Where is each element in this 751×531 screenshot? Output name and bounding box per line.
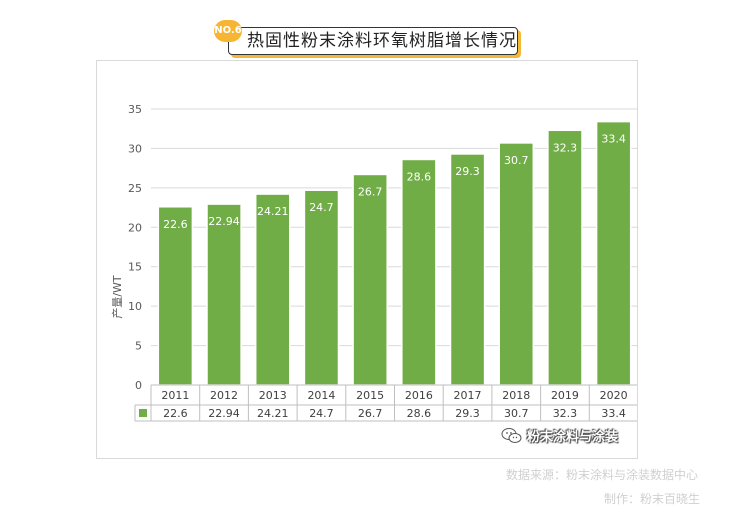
chart-frame: 0 5 10 15 20 25 30 35 产量/WT 22.6 22.94 24.21 24.7 26.… xyxy=(96,60,638,459)
table-value-cell: 22.6 xyxy=(163,407,188,420)
number-badge: NO.6 xyxy=(214,20,242,42)
table-value-cell: 26.7 xyxy=(358,407,383,420)
x-tick-label: 2014 xyxy=(307,389,335,402)
data-source: 数据来源：粉末涂料与涂装数据中心 xyxy=(506,468,699,482)
y-tick-label: 0 xyxy=(135,379,142,392)
y-tick-label: 10 xyxy=(128,300,142,313)
wechat-icon xyxy=(501,427,522,443)
table-value-cell: 33.4 xyxy=(601,407,626,420)
table-value-cell: 29.3 xyxy=(455,407,480,420)
x-tick-label: 2016 xyxy=(405,389,433,402)
bar-value-label: 33.4 xyxy=(601,133,626,146)
y-tick-label: 35 xyxy=(128,103,142,116)
x-tick-label: 2011 xyxy=(161,389,189,402)
bar-value-label: 32.3 xyxy=(553,141,578,154)
bar xyxy=(303,189,340,386)
bar xyxy=(498,142,535,386)
bar-value-label: 28.6 xyxy=(407,170,432,183)
bar-chart: 0 5 10 15 20 25 30 35 产量/WT 22.6 22.94 24.21 24.7 26.… xyxy=(110,103,637,422)
chart-title-badge: 热固性粉末涂料环氧树脂增长情况 NO.6 xyxy=(214,20,520,58)
x-tick-label: 2019 xyxy=(551,389,579,402)
y-axis-title: 产量/WT xyxy=(110,275,124,319)
legend-key xyxy=(139,409,147,417)
watermark-text: 粉末涂料与涂装 xyxy=(527,430,619,445)
y-tick-label: 5 xyxy=(135,340,142,353)
chart-title: 热固性粉末涂料环氧树脂增长情况 xyxy=(247,31,517,51)
bar xyxy=(595,120,632,386)
x-tick-label: 2017 xyxy=(454,389,482,402)
watermark: 粉末涂料与涂装 xyxy=(501,426,618,445)
y-tick-label: 30 xyxy=(128,142,142,155)
table-value-cell: 32.3 xyxy=(553,407,578,420)
bar-value-label: 26.7 xyxy=(358,185,383,198)
bar xyxy=(449,153,486,386)
x-tick-label: 2018 xyxy=(502,389,530,402)
x-tick-label: 2015 xyxy=(356,389,384,402)
bar-value-label: 22.6 xyxy=(163,218,188,231)
title-box: 热固性粉末涂料环氧树脂增长情况 xyxy=(228,27,518,55)
bar-value-label: 24.7 xyxy=(309,201,334,214)
bar-value-label: 22.94 xyxy=(208,215,240,228)
bar xyxy=(254,193,291,386)
bar xyxy=(547,129,583,386)
table-value-cell: 22.94 xyxy=(208,407,240,420)
table-value-cell: 28.6 xyxy=(407,407,432,420)
x-tick-label: 2013 xyxy=(259,389,287,402)
bar-value-label: 29.3 xyxy=(455,165,480,178)
bar xyxy=(401,158,437,386)
maker-credit: 制作：粉末百晓生 xyxy=(604,492,701,506)
bar xyxy=(157,206,194,386)
table-value-cell: 24.21 xyxy=(257,407,289,420)
y-tick-label: 15 xyxy=(128,261,142,274)
bar-value-label: 30.7 xyxy=(504,154,529,167)
table-value-cell: 24.7 xyxy=(309,407,334,420)
bar-value-label: 24.21 xyxy=(257,205,289,218)
bar xyxy=(206,203,242,386)
y-tick-label: 25 xyxy=(128,182,142,195)
table-value-cell: 30.7 xyxy=(504,407,529,420)
x-tick-label: 2012 xyxy=(210,389,238,402)
x-tick-label: 2020 xyxy=(600,389,628,402)
bar xyxy=(352,173,388,386)
y-tick-label: 20 xyxy=(128,221,142,234)
